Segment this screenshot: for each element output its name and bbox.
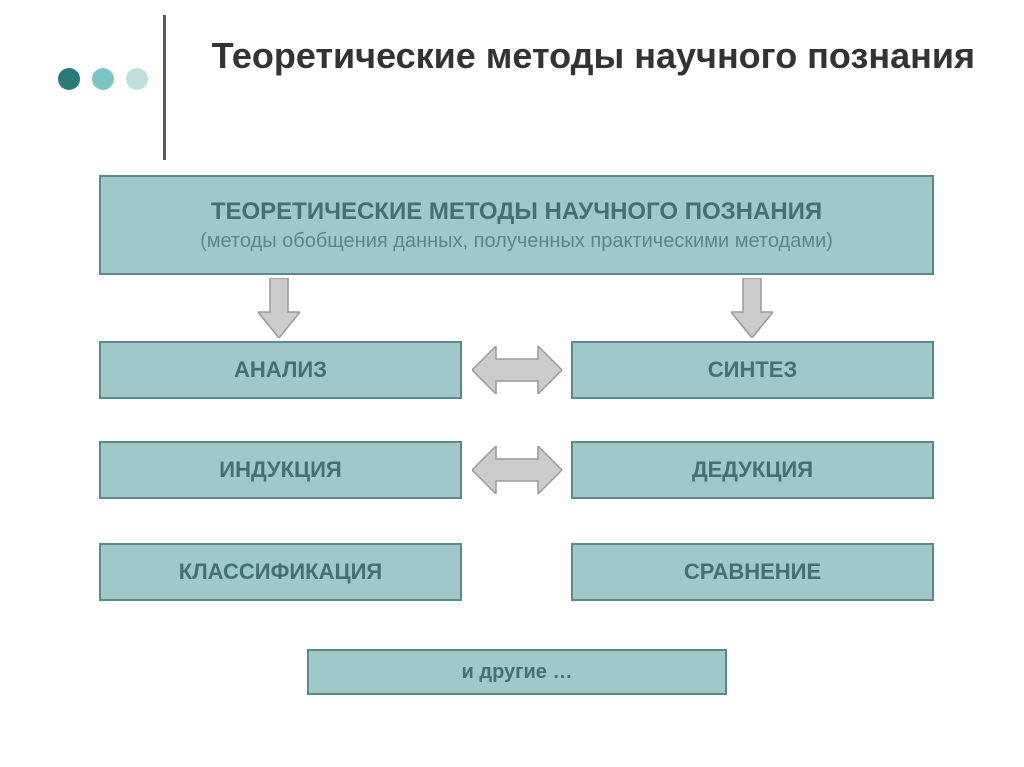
dot-medium xyxy=(92,68,114,90)
slide-title: Теоретические методы научного познания xyxy=(195,34,975,77)
dot-dark xyxy=(58,68,80,90)
method-box-analysis: АНАЛИЗ xyxy=(99,341,462,399)
main-box-title: ТЕОРЕТИЧЕСКИЕ МЕТОДЫ НАУЧНОГО ПОЗНАНИЯ xyxy=(211,198,822,226)
method-box-deduction: ДЕДУКЦИЯ xyxy=(571,441,934,499)
main-box-subtitle: (методы обобщения данных, полученных пра… xyxy=(200,230,833,253)
method-box-comparison: СРАВНЕНИЕ xyxy=(571,543,934,601)
vertical-divider xyxy=(163,15,166,160)
arrow-down-right-icon xyxy=(731,278,773,338)
method-box-classification: КЛАССИФИКАЦИЯ xyxy=(99,543,462,601)
double-arrow-icon xyxy=(472,446,562,494)
method-box-induction: ИНДУКЦИЯ xyxy=(99,441,462,499)
main-concept-box: ТЕОРЕТИЧЕСКИЕ МЕТОДЫ НАУЧНОГО ПОЗНАНИЯ (… xyxy=(99,175,934,275)
dot-light xyxy=(126,68,148,90)
method-box-synthesis: СИНТЕЗ xyxy=(571,341,934,399)
footer-box: и другие … xyxy=(307,649,727,695)
decorative-dots xyxy=(58,68,148,90)
arrow-down-left-icon xyxy=(258,278,300,338)
double-arrow-icon xyxy=(472,346,562,394)
